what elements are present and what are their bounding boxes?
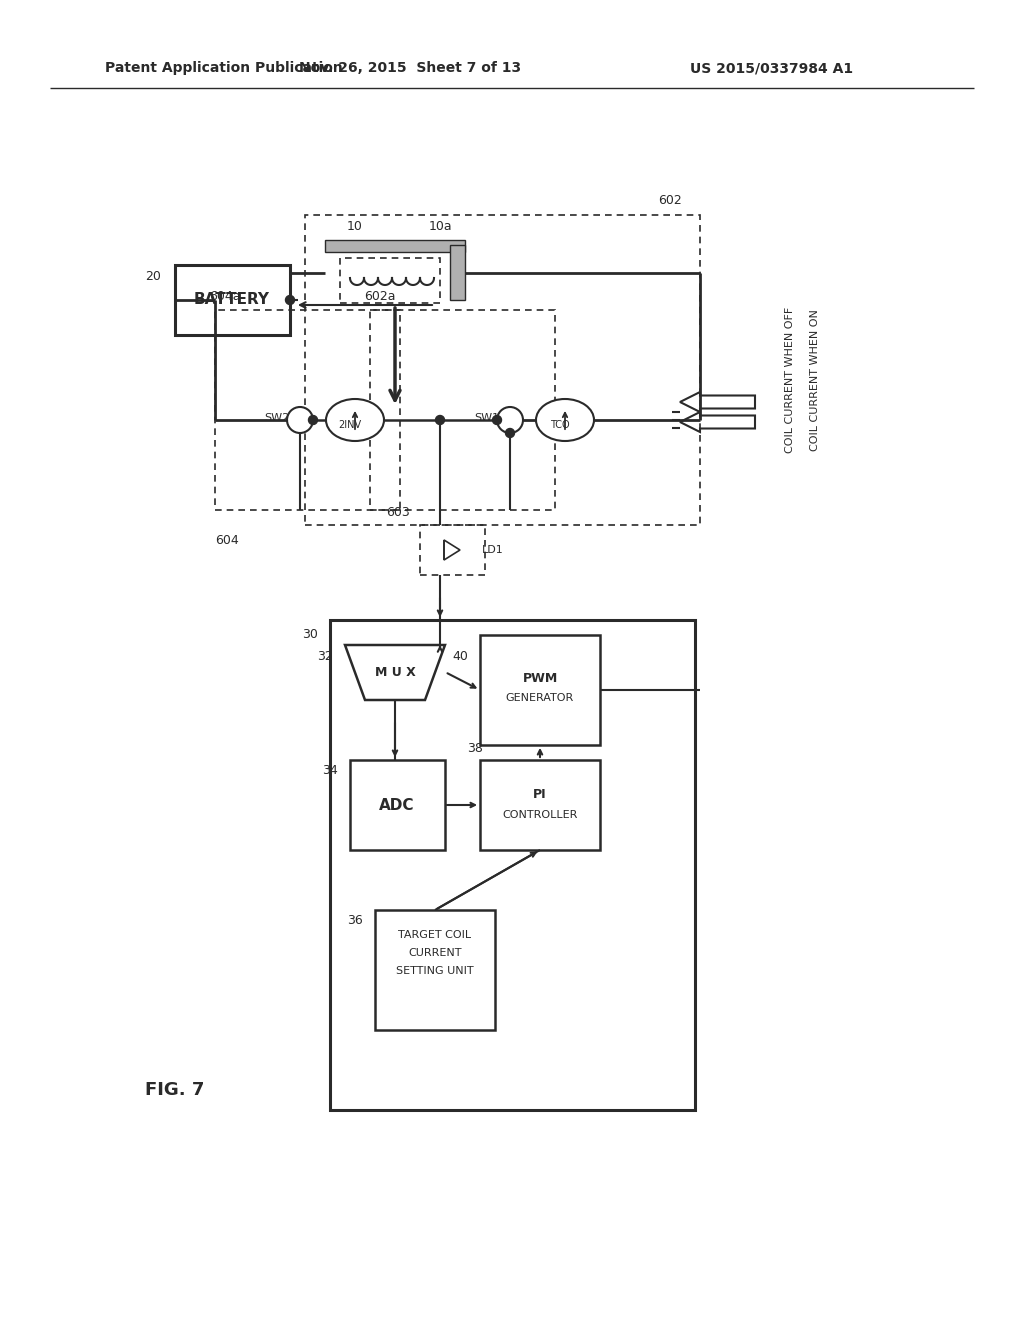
Bar — [330, 620, 695, 1110]
Text: PI: PI — [534, 788, 547, 801]
Text: SETTING UNIT: SETTING UNIT — [396, 966, 474, 975]
Text: 10a: 10a — [428, 220, 452, 234]
Text: COIL CURRENT WHEN OFF: COIL CURRENT WHEN OFF — [785, 306, 795, 453]
Text: 604: 604 — [215, 533, 239, 546]
Text: 36: 36 — [347, 913, 362, 927]
Text: LD1: LD1 — [482, 545, 504, 554]
Text: CURRENT: CURRENT — [409, 948, 462, 958]
Text: 602: 602 — [658, 194, 682, 206]
Bar — [350, 760, 445, 850]
Text: GENERATOR: GENERATOR — [506, 693, 574, 704]
Text: 2INV: 2INV — [339, 420, 361, 430]
Text: SW2: SW2 — [264, 413, 290, 422]
Circle shape — [493, 416, 502, 425]
Bar — [420, 525, 485, 576]
Text: PWM: PWM — [522, 672, 558, 685]
Bar — [175, 265, 290, 335]
Text: BATTERY: BATTERY — [194, 293, 270, 308]
Bar — [480, 635, 600, 744]
Text: CONTROLLER: CONTROLLER — [503, 810, 578, 820]
Bar — [325, 240, 465, 252]
Text: Nov. 26, 2015  Sheet 7 of 13: Nov. 26, 2015 Sheet 7 of 13 — [299, 61, 521, 75]
Text: 38: 38 — [467, 742, 483, 755]
Ellipse shape — [536, 399, 594, 441]
Text: US 2015/0337984 A1: US 2015/0337984 A1 — [690, 61, 853, 75]
Circle shape — [308, 416, 317, 425]
Text: Patent Application Publication: Patent Application Publication — [105, 61, 343, 75]
Bar — [480, 760, 600, 850]
Bar — [370, 310, 555, 510]
Circle shape — [287, 407, 313, 433]
Bar — [450, 246, 465, 300]
Text: 602a: 602a — [365, 290, 395, 304]
Text: FIG. 7: FIG. 7 — [145, 1081, 205, 1100]
Bar — [340, 257, 440, 304]
Bar — [375, 909, 495, 1030]
Text: 34: 34 — [323, 763, 338, 776]
Text: SW1: SW1 — [474, 413, 500, 422]
Text: 40: 40 — [452, 651, 468, 664]
Text: COIL CURRENT WHEN ON: COIL CURRENT WHEN ON — [810, 309, 820, 451]
Ellipse shape — [326, 399, 384, 441]
Text: 10: 10 — [347, 220, 362, 234]
Text: TARGET COIL: TARGET COIL — [398, 931, 472, 940]
Bar — [215, 310, 400, 510]
Circle shape — [435, 416, 444, 425]
Text: M U X: M U X — [375, 665, 416, 678]
Circle shape — [497, 407, 523, 433]
Text: 20: 20 — [145, 271, 161, 284]
Circle shape — [286, 296, 295, 305]
Text: 603: 603 — [386, 507, 410, 520]
Circle shape — [506, 429, 514, 437]
Text: 30: 30 — [302, 627, 317, 640]
Text: 32: 32 — [317, 651, 333, 664]
Text: 604a: 604a — [209, 290, 241, 304]
Text: TCO: TCO — [550, 420, 569, 430]
Text: ADC: ADC — [379, 797, 415, 813]
Bar — [305, 215, 700, 525]
